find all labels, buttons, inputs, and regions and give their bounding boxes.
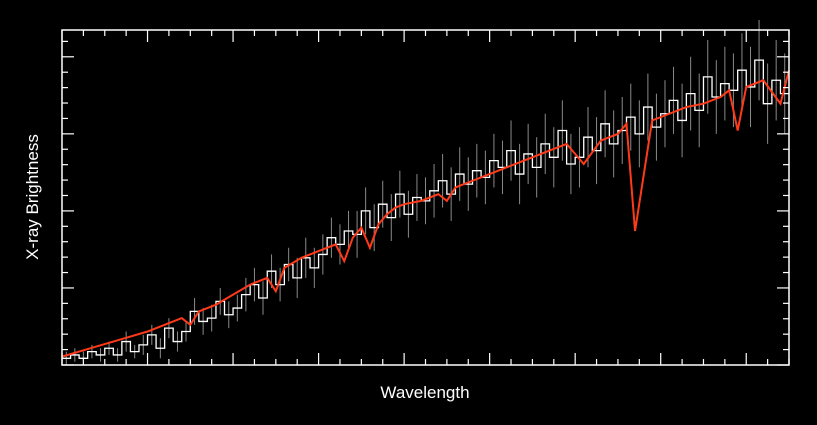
- y-axis-label: X-ray Brightness: [23, 134, 42, 260]
- model-line: [61, 69, 790, 358]
- axis-ticks: [61, 30, 790, 366]
- x-axis-label: Wavelength: [380, 383, 469, 402]
